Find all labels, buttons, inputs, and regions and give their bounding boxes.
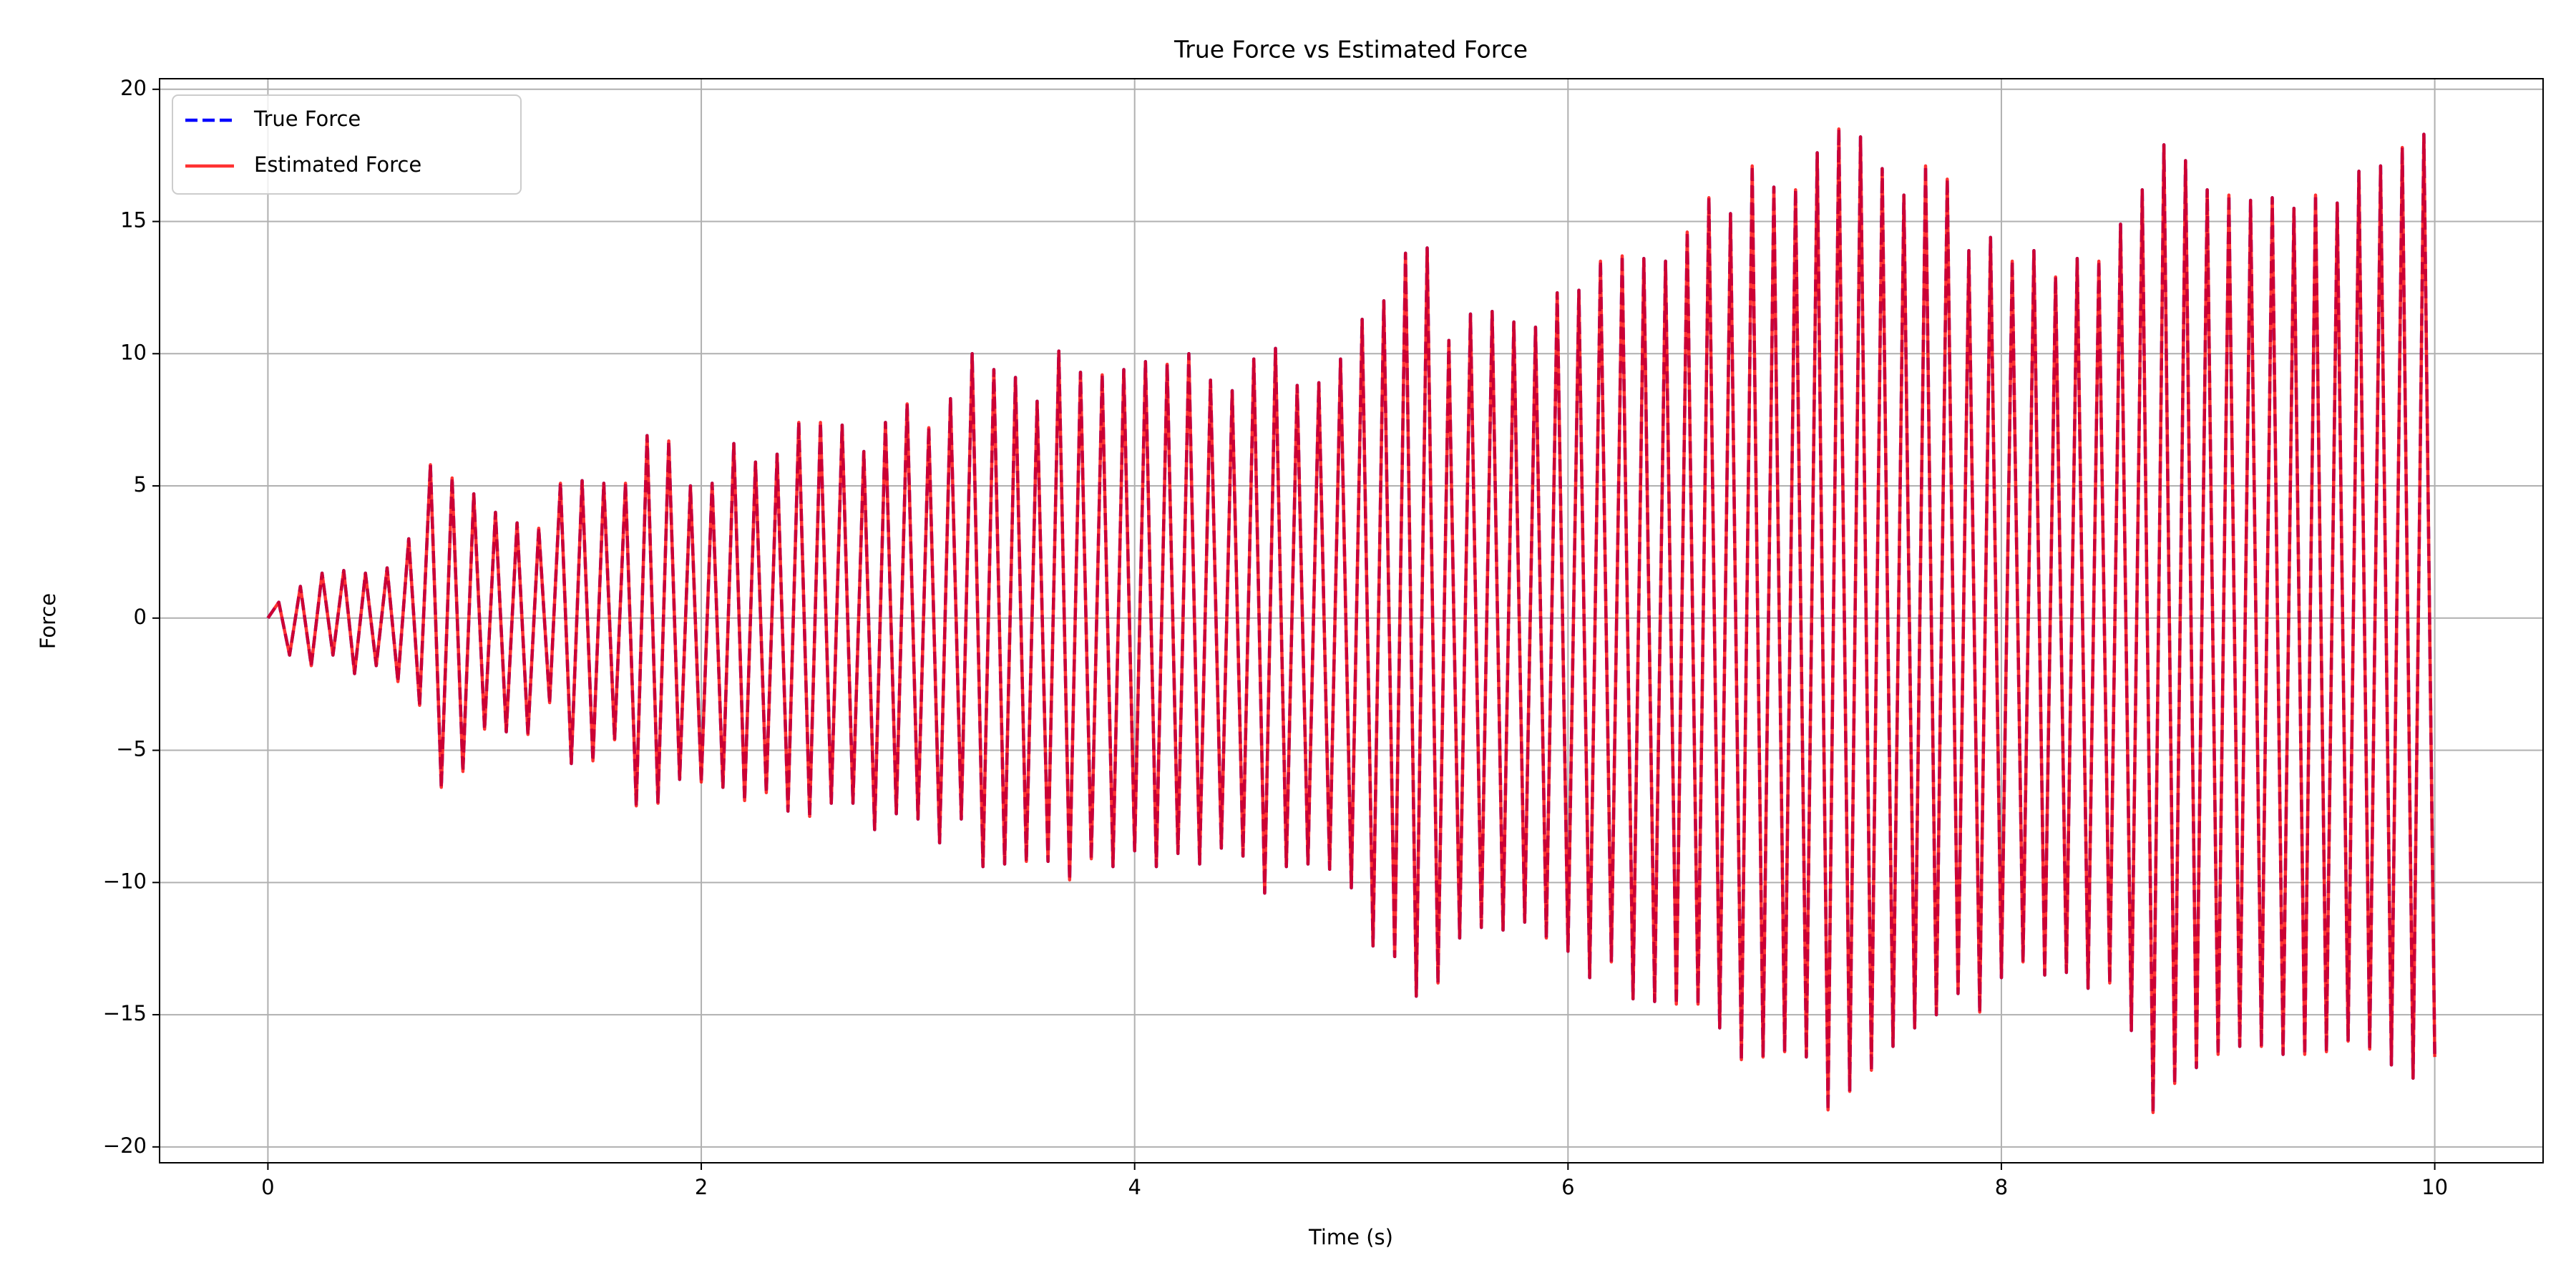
y-tick-label: 20 [120, 76, 147, 100]
y-tick-label: −10 [103, 869, 147, 893]
y-tick-label: 5 [134, 472, 147, 497]
x-tick-label: 4 [1128, 1175, 1141, 1199]
y-tick-label: 15 [120, 208, 147, 233]
legend-label: Estimated Force [254, 152, 421, 177]
legend-label: True Force [253, 107, 361, 131]
x-tick-label: 10 [2421, 1175, 2448, 1199]
y-tick-label: −15 [103, 1001, 147, 1025]
y-tick-label: −20 [103, 1133, 147, 1158]
x-tick-label: 6 [1561, 1175, 1574, 1199]
legend-box [172, 94, 522, 195]
series-line [266, 127, 2436, 1115]
y-tick-label: 10 [120, 340, 147, 364]
x-tick-label: 8 [1995, 1175, 2008, 1199]
plot-area [266, 127, 2436, 1115]
y-tick-label: −5 [116, 737, 147, 761]
y-axis-label: Force [36, 593, 60, 649]
legend: True Force Estimated Force [172, 94, 522, 195]
x-tick-label: 0 [261, 1175, 274, 1199]
axes-frame [159, 78, 2544, 1163]
chart-title: True Force vs Estimated Force [1174, 36, 1528, 64]
y-tick-label: 0 [134, 605, 147, 629]
x-axis-label: Time (s) [1308, 1225, 1393, 1249]
x-tick-label: 2 [695, 1175, 708, 1199]
